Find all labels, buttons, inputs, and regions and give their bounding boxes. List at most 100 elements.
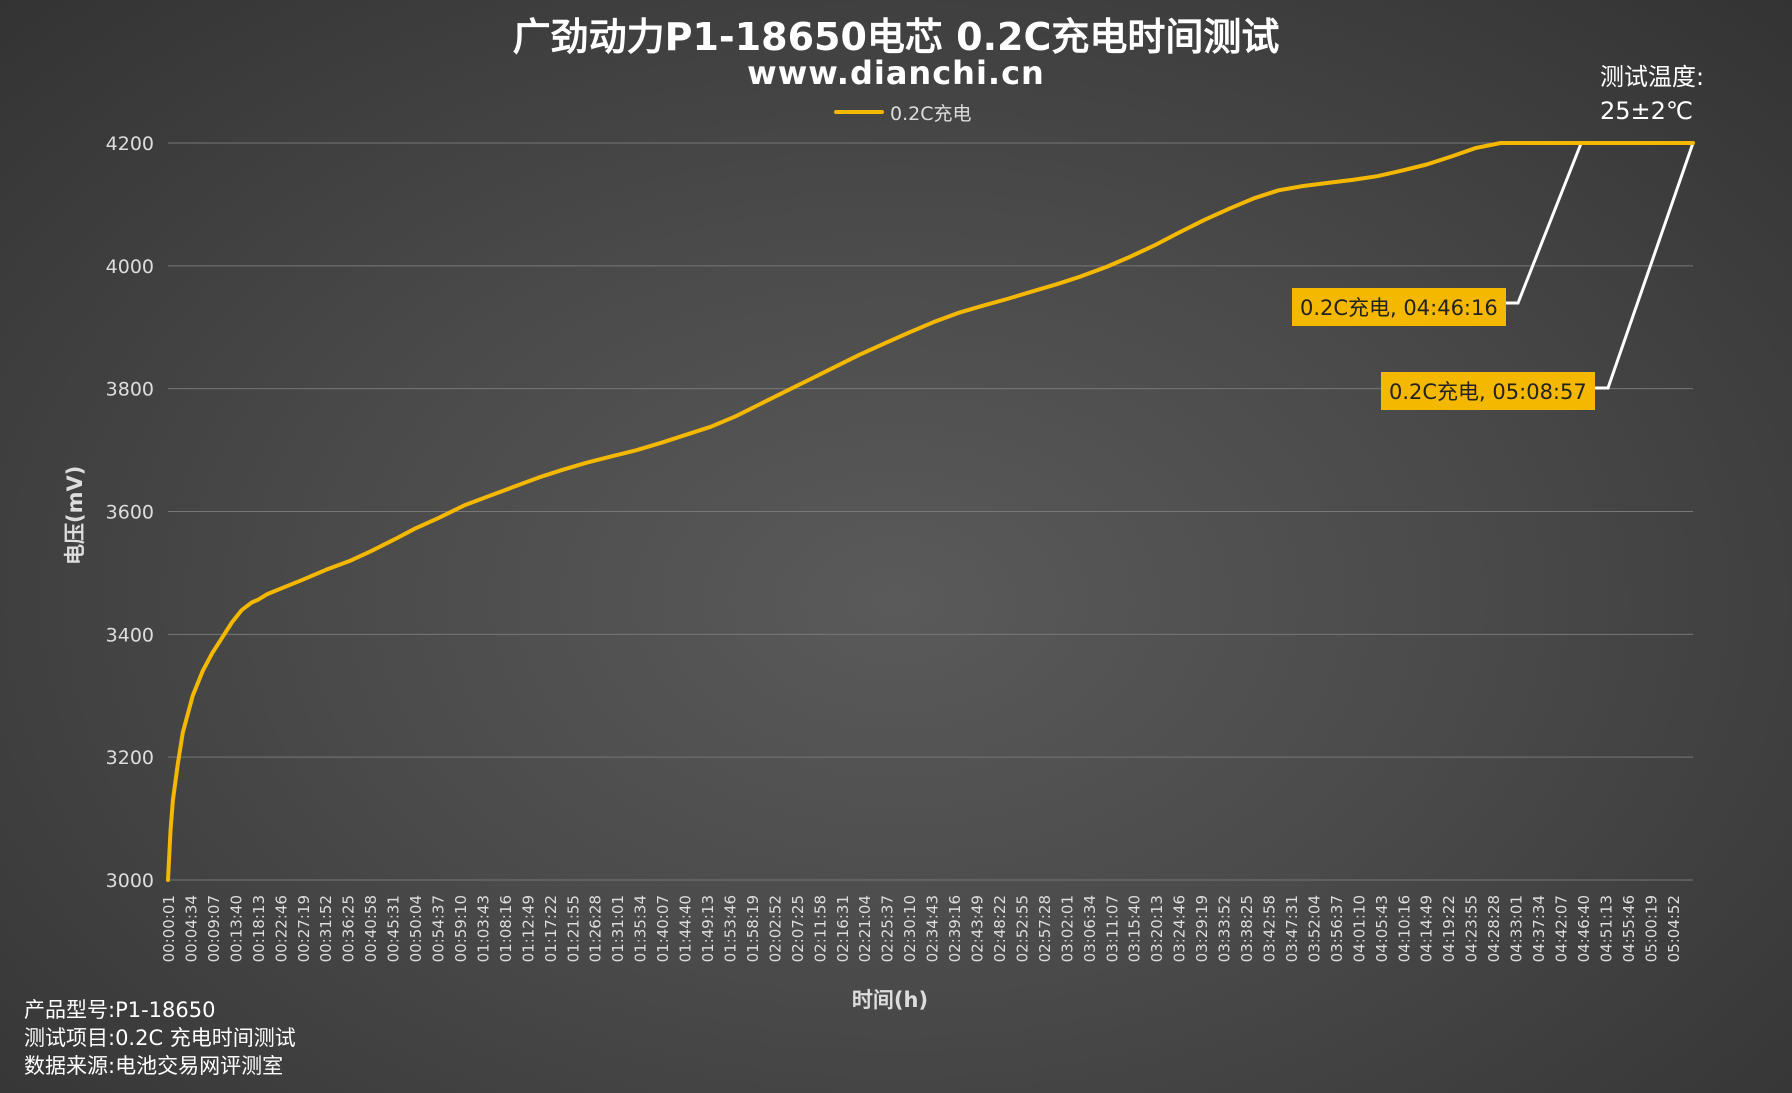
x-tick-label: 02:57:28 [1036, 895, 1054, 962]
x-tick-label: 00:45:31 [385, 895, 403, 962]
x-tick-label: 03:06:34 [1081, 895, 1099, 962]
annotation-label-2: 0.2C充电, 05:08:57 [1381, 372, 1595, 410]
x-tick-label: 04:33:01 [1508, 895, 1526, 962]
x-tick-label: 04:55:46 [1620, 895, 1638, 962]
x-tick-label: 00:22:46 [272, 895, 290, 962]
x-tick-label: 03:24:46 [1171, 895, 1189, 962]
x-tick-label: 01:08:16 [497, 895, 515, 962]
x-tick-label: 02:48:22 [991, 895, 1009, 962]
y-axis-label: 电压(mV) [63, 465, 87, 565]
x-tick-label: 04:46:40 [1575, 895, 1593, 962]
x-tick-label: 00:18:13 [250, 895, 268, 962]
x-tick-label: 03:38:25 [1238, 895, 1256, 962]
y-tick-label: 3200 [106, 747, 154, 769]
footer-test-item: 测试项目:0.2C 充电时间测试 [24, 1026, 296, 1050]
legend-label: 0.2C充电 [890, 102, 972, 125]
x-tick-label: 00:09:07 [205, 895, 223, 962]
x-tick-label: 04:05:43 [1373, 895, 1391, 962]
y-tick-label: 4200 [106, 133, 154, 155]
x-tick-label: 03:47:31 [1283, 895, 1301, 962]
x-tick-label: 00:36:25 [340, 895, 358, 962]
footer-model: 产品型号:P1-18650 [24, 998, 216, 1022]
y-tick-label: 3800 [106, 379, 154, 401]
x-tick-label: 02:52:55 [1013, 895, 1031, 962]
x-tick-label: 02:34:43 [924, 895, 942, 962]
x-tick-label: 02:39:16 [946, 895, 964, 962]
footer-source: 数据来源:电池交易网评测室 [24, 1054, 284, 1078]
x-tick-label: 04:51:13 [1597, 895, 1615, 962]
annotation-leaders [1506, 142, 1695, 390]
x-tick-label: 01:53:46 [721, 895, 739, 962]
x-tick-label: 01:31:01 [609, 895, 627, 962]
x-tick-label: 04:28:28 [1485, 895, 1503, 962]
x-tick-label: 03:29:19 [1193, 895, 1211, 962]
x-tick-label: 02:07:25 [789, 895, 807, 962]
x-tick-label: 03:52:04 [1305, 895, 1323, 962]
x-axis-label: 时间(h) [851, 988, 929, 1012]
x-tick-label: 01:58:19 [744, 895, 762, 962]
x-tick-label: 04:10:16 [1395, 895, 1413, 962]
x-tick-label: 03:15:40 [1126, 895, 1144, 962]
y-axis-ticks: 3000 3200 3400 3600 3800 4000 4200 [106, 133, 154, 892]
x-tick-label: 05:04:52 [1665, 895, 1683, 962]
x-tick-label: 00:50:04 [407, 895, 425, 962]
x-tick-label: 00:40:58 [362, 895, 380, 962]
x-tick-label: 01:35:34 [632, 895, 650, 962]
x-tick-label: 01:40:07 [654, 895, 672, 962]
x-tick-label: 04:37:34 [1530, 895, 1548, 962]
x-tick-label: 03:42:58 [1260, 895, 1278, 962]
chart-subtitle: www.dianchi.cn [747, 54, 1045, 92]
x-tick-label: 03:56:37 [1328, 895, 1346, 962]
x-tick-label: 04:42:07 [1552, 895, 1570, 962]
footer-info: 产品型号:P1-18650 测试项目:0.2C 充电时间测试 数据来源:电池交易… [24, 996, 296, 1080]
x-tick-label: 05:00:19 [1642, 895, 1660, 962]
x-tick-label: 02:25:37 [879, 895, 897, 962]
x-tick-label: 02:11:58 [811, 895, 829, 962]
x-tick-label: 02:21:04 [856, 895, 874, 962]
x-tick-label: 04:23:55 [1463, 895, 1481, 962]
x-tick-label: 02:02:52 [766, 895, 784, 962]
y-tick-label: 3600 [106, 502, 154, 524]
x-tick-label: 03:02:01 [1058, 895, 1076, 962]
x-axis-ticks: 00:00:01 00:04:34 00:09:07 00:13:40 00:18:13… [160, 895, 1683, 962]
x-tick-label: 00:54:37 [430, 895, 448, 962]
x-tick-label: 01:03:43 [474, 895, 492, 962]
y-tick-label: 4000 [106, 256, 154, 278]
x-tick-label: 04:01:10 [1350, 895, 1368, 962]
x-tick-label: 04:14:49 [1418, 895, 1436, 962]
test-temperature: 测试温度: 25±2℃ [1600, 60, 1790, 128]
annotation-leader-1 [1506, 142, 1583, 305]
x-tick-label: 00:59:10 [452, 895, 470, 962]
legend-swatch [834, 110, 884, 114]
x-tick-label: 02:30:10 [901, 895, 919, 962]
x-tick-label: 00:31:52 [317, 895, 335, 962]
x-tick-label: 01:49:13 [699, 895, 717, 962]
x-tick-label: 00:13:40 [227, 895, 245, 962]
series-layer [166, 141, 1695, 882]
x-tick-label: 00:04:34 [182, 895, 200, 962]
annotation-label-1: 0.2C充电, 04:46:16 [1292, 288, 1506, 326]
x-tick-label: 01:26:28 [587, 895, 605, 962]
x-tick-label: 02:16:31 [834, 895, 852, 962]
x-tick-label: 01:21:55 [564, 895, 582, 962]
y-tick-label: 3000 [106, 870, 154, 892]
x-tick-label: 02:43:49 [969, 895, 987, 962]
x-tick-label: 03:11:07 [1103, 895, 1121, 962]
x-tick-label: 00:00:01 [160, 895, 178, 962]
x-tick-label: 04:19:22 [1440, 895, 1458, 962]
x-tick-label: 03:33:52 [1216, 895, 1234, 962]
chart-title: 广劲动力P1-18650电芯 0.2C充电时间测试 [512, 15, 1280, 59]
x-tick-label: 03:20:13 [1148, 895, 1166, 962]
series-line-0 [166, 141, 1695, 882]
legend: 0.2C充电 [834, 100, 972, 125]
annotation-leader-2 [1595, 142, 1695, 390]
x-tick-label: 00:27:19 [295, 895, 313, 962]
x-tick-label: 01:12:49 [519, 895, 537, 962]
test-temperature-label: 测试温度: [1600, 63, 1705, 91]
x-tick-label: 01:44:40 [677, 895, 695, 962]
test-temperature-value: 25±2℃ [1600, 97, 1693, 125]
y-tick-label: 3400 [106, 624, 154, 646]
chart-grid [168, 142, 1693, 881]
x-tick-label: 01:17:22 [542, 895, 560, 962]
